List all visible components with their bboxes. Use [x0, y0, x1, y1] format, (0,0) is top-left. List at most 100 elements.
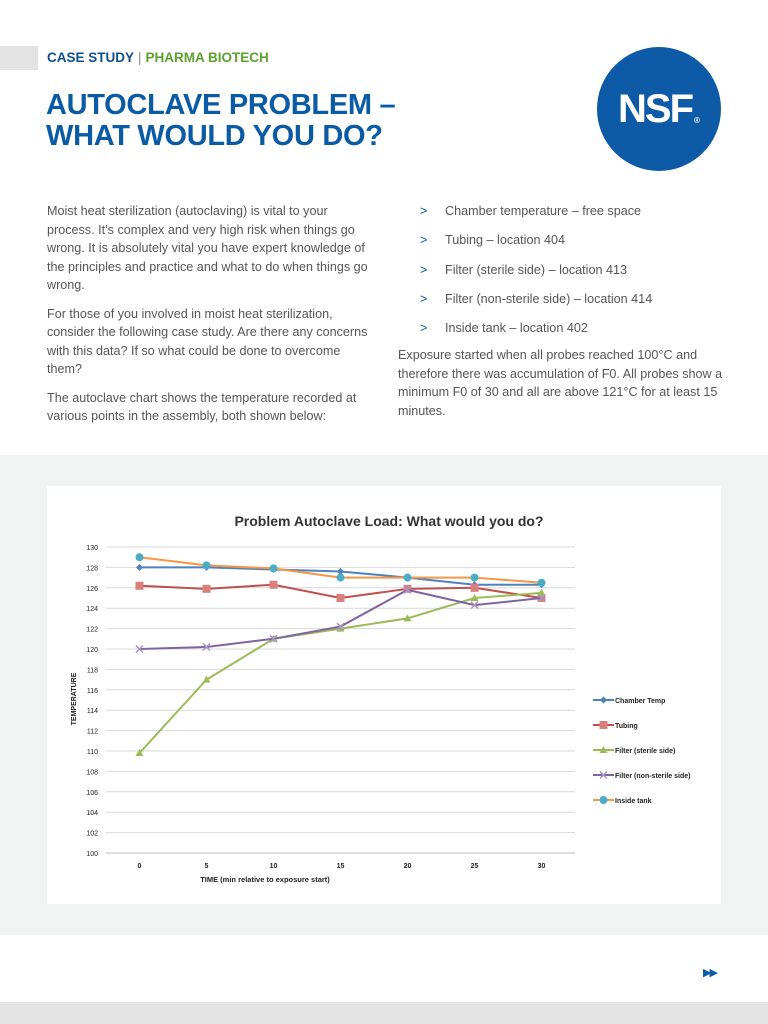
data-point	[135, 581, 144, 590]
probe-column: > Chamber temperature – free space > Tubin…	[398, 202, 728, 430]
data-point	[337, 567, 344, 575]
nsf-logo: NSF ®	[597, 47, 721, 171]
title-line-2: WHAT WOULD YOU DO?	[46, 120, 383, 152]
line-chart: Problem Autoclave Load: What would you d…	[71, 513, 690, 884]
data-point	[600, 696, 607, 704]
kicker-separator: |	[138, 50, 142, 65]
series-line	[138, 591, 542, 754]
chart-title: Problem Autoclave Load: What would you d…	[234, 513, 543, 529]
chart-card: Problem Autoclave Load: What would you d…	[47, 486, 721, 904]
header-tab-decoration	[0, 46, 38, 70]
x-axis-label: TIME (min relative to exposure start)	[200, 875, 330, 884]
kicker: CASE STUDY | PHARMA BIOTECH	[47, 50, 269, 65]
x-tick-label: 5	[205, 863, 209, 870]
data-point	[135, 553, 144, 562]
data-point	[599, 746, 608, 753]
chevron-right-icon: >	[420, 262, 428, 277]
data-point	[135, 644, 144, 654]
data-point	[336, 573, 345, 582]
y-axis-label: TEMPERATURE	[71, 672, 78, 725]
list-item-text: Filter (sterile side) – location 413	[445, 262, 627, 277]
data-point	[403, 573, 412, 582]
logo-registered-mark: ®	[694, 115, 700, 125]
data-point	[135, 749, 144, 757]
legend-label: Chamber Temp	[615, 698, 665, 705]
data-point	[336, 624, 345, 632]
list-item-text: Tubing – location 404	[445, 233, 565, 248]
data-point	[537, 588, 546, 596]
footer-bar	[0, 1002, 768, 1024]
y-tick-label: 122	[86, 627, 98, 634]
y-tick-label: 118	[87, 667, 98, 674]
paragraph: Moist heat sterilization (autoclaving) i…	[47, 204, 368, 292]
x-tick-label: 10	[270, 863, 278, 870]
paragraph: For those of you involved in moist heat …	[47, 306, 368, 377]
y-tick-label: 100	[86, 851, 98, 858]
chevron-right-icon: >	[420, 204, 428, 218]
chevron-right-icon: >	[420, 233, 428, 248]
x-tick-label: 0	[138, 863, 142, 870]
legend-label: Filter (non-sterile side)	[615, 773, 690, 780]
y-tick-label: 104	[86, 810, 98, 817]
data-point	[403, 585, 412, 594]
data-point	[537, 578, 546, 587]
legend-label: Inside tank	[615, 798, 652, 805]
y-tick-label: 120	[86, 647, 98, 654]
kicker-category: PHARMA BIOTECH	[145, 50, 269, 65]
list-item-text: Filter (non-sterile side) – location 414	[445, 291, 653, 306]
y-tick-label: 112	[87, 729, 98, 736]
y-tick-label: 110	[87, 749, 98, 756]
x-tick-label: 25	[471, 863, 479, 870]
data-point	[599, 721, 608, 729]
kicker-case-study: CASE STUDY	[47, 50, 135, 65]
data-point	[537, 593, 546, 603]
title-line-1: AUTOCLAVE PROBLEM –	[46, 89, 396, 121]
page-title: AUTOCLAVE PROBLEM – WHAT WOULD YOU DO?	[46, 89, 396, 152]
list-item: > Inside tank – location 402	[398, 319, 728, 338]
data-point	[336, 622, 345, 631]
data-point	[470, 594, 479, 601]
list-item: > Filter (non-sterile side) – location 41…	[398, 290, 728, 309]
next-page-icon[interactable]: ▶▶	[703, 967, 718, 979]
data-point	[599, 770, 608, 780]
logo-text: NSF	[618, 86, 694, 131]
y-tick-label: 128	[86, 565, 98, 572]
chevron-right-icon: >	[420, 291, 428, 306]
y-tick-label: 114	[87, 708, 98, 715]
y-tick-label: 124	[86, 606, 98, 613]
data-point	[202, 561, 211, 570]
x-tick-label: 30	[538, 863, 546, 870]
paragraph: The autoclave chart shows the temperatur…	[47, 390, 357, 424]
data-point	[403, 614, 412, 622]
list-item-text: Inside tank – location 402	[445, 321, 588, 336]
data-point	[269, 634, 278, 643]
data-point	[470, 573, 479, 582]
probe-list: > Chamber temperature – free space > Tubin…	[398, 202, 728, 338]
data-point	[202, 675, 211, 683]
data-point	[269, 564, 278, 573]
y-tick-label: 116	[87, 688, 98, 695]
y-tick-label: 108	[86, 769, 98, 776]
data-point	[470, 601, 479, 610]
data-point	[269, 580, 278, 589]
x-tick-label: 15	[337, 863, 345, 870]
paragraph: Exposure started when all probes reached…	[398, 348, 723, 418]
data-point	[202, 642, 211, 651]
legend-label: Tubing	[615, 723, 638, 730]
data-point	[599, 796, 608, 804]
y-tick-label: 106	[86, 790, 98, 797]
list-item: > Tubing – location 404	[398, 231, 728, 250]
list-item-text: Chamber temperature – free space	[445, 204, 642, 218]
data-point	[336, 594, 345, 602]
legend-label: Filter (sterile side)	[615, 748, 675, 755]
x-tick-label: 20	[404, 863, 412, 870]
list-item: > Chamber temperature – free space	[398, 202, 728, 221]
intro-column: Moist heat sterilization (autoclaving) i…	[47, 202, 372, 436]
y-tick-label: 102	[86, 831, 98, 838]
data-point	[136, 563, 143, 571]
y-tick-label: 126	[86, 586, 98, 593]
chevron-right-icon: >	[420, 321, 428, 336]
data-point	[202, 584, 211, 593]
list-item: > Filter (sterile side) – location 413	[398, 261, 728, 280]
y-tick-label: 130	[86, 545, 98, 552]
